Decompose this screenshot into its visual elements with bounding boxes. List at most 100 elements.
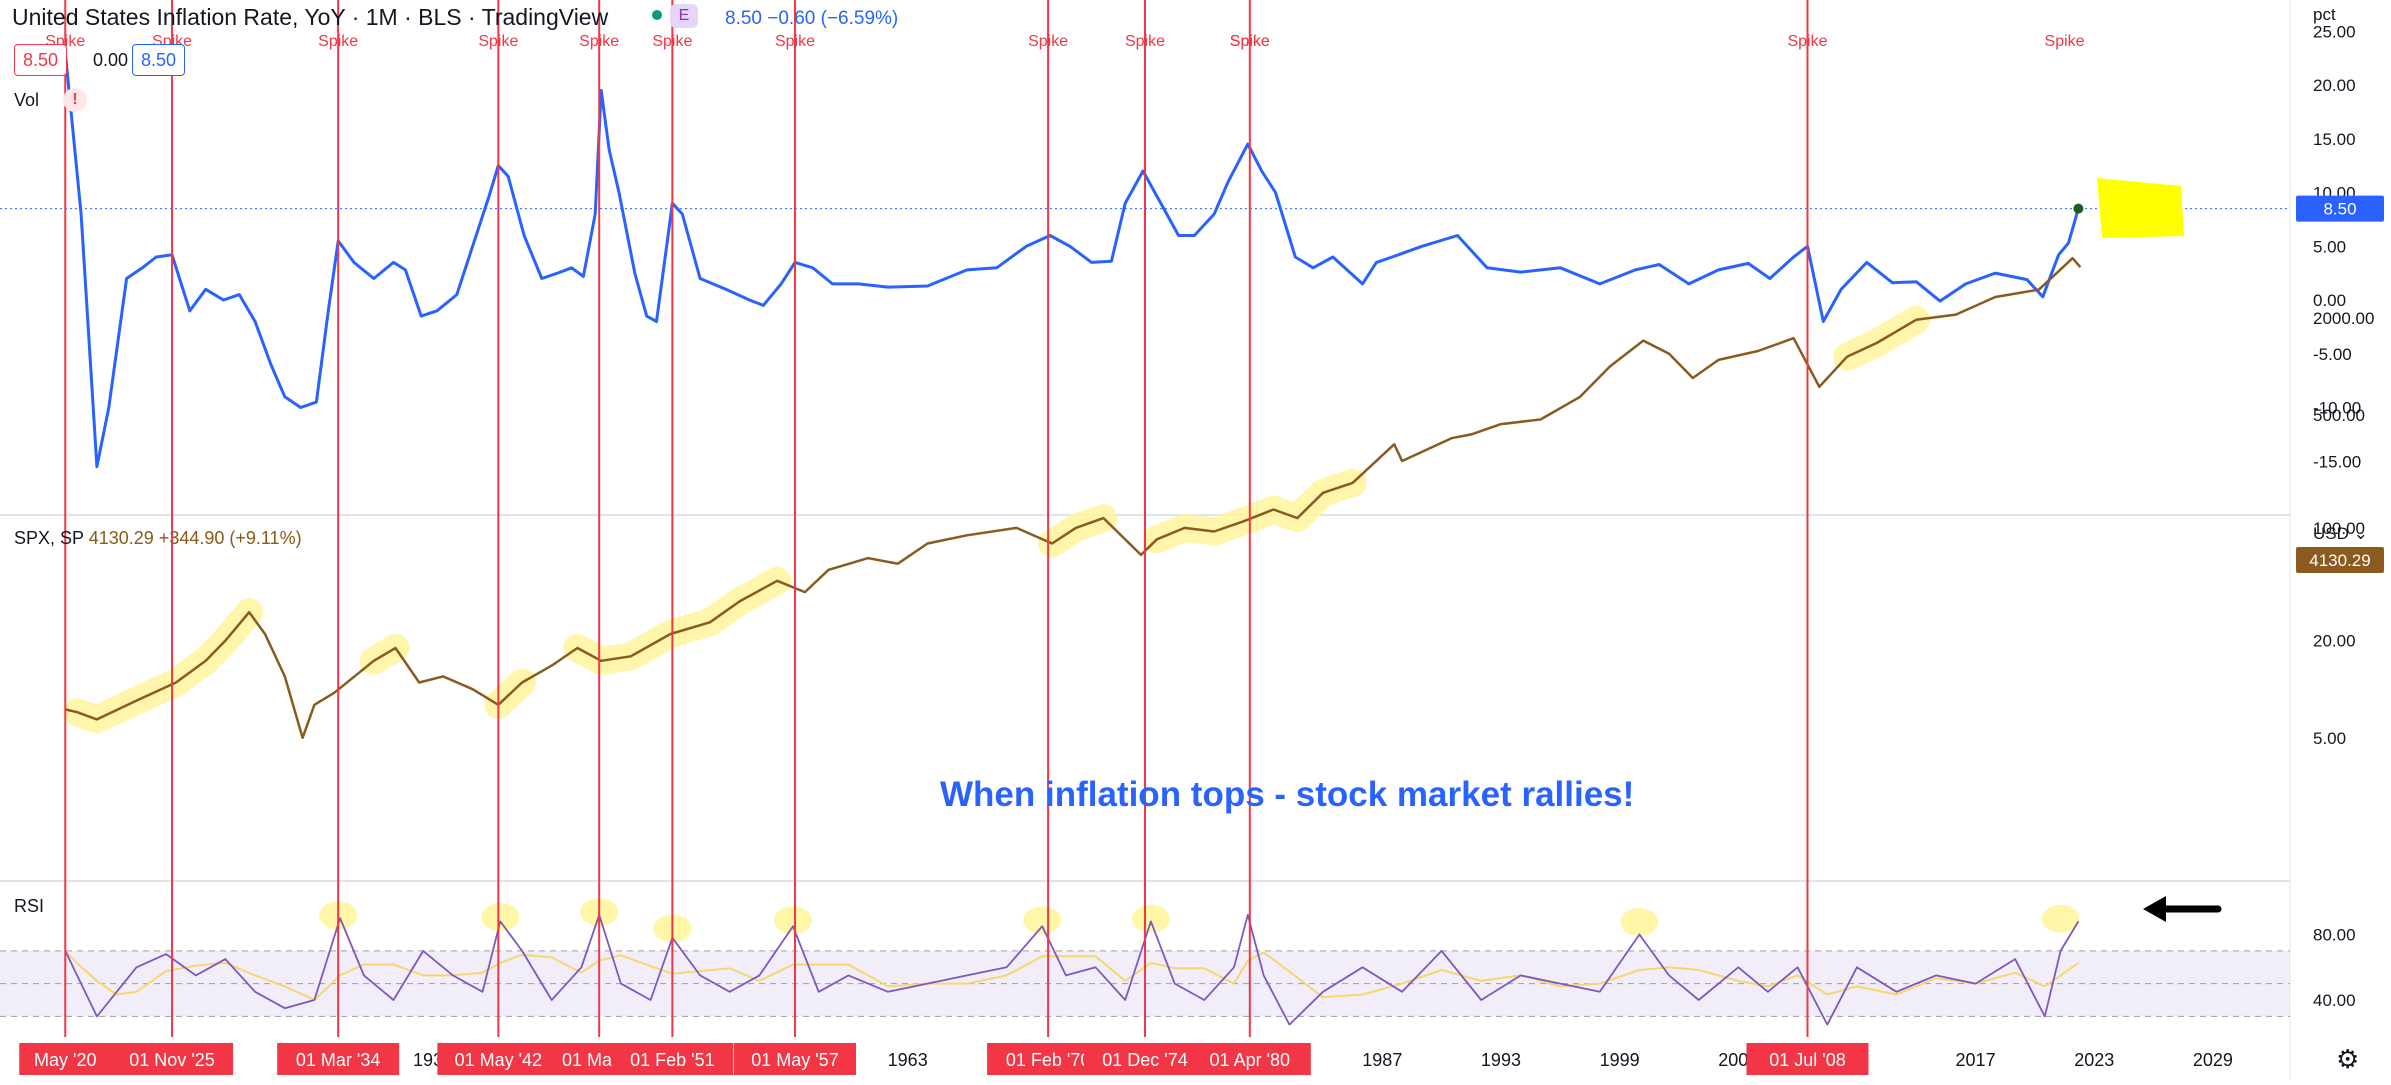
time-axis-tick: 1963	[888, 1050, 928, 1070]
spx-price-tag-text: 4130.29	[2309, 551, 2370, 570]
rsi-highlight	[1131, 904, 1170, 933]
date-label: 01 Mar '34	[277, 1043, 400, 1075]
price-axis-tick: 5.00	[2313, 237, 2346, 256]
spike-label: Spike	[1125, 33, 1165, 50]
date-label-bg	[1084, 1043, 1206, 1075]
inflation-price-tag: 8.50	[2296, 195, 2384, 222]
price-axis-tick: 40.00	[2313, 991, 2356, 1010]
date-label-bg	[19, 1043, 112, 1075]
earnings-badge[interactable]: E	[670, 4, 698, 28]
spike-label: Spike	[775, 33, 815, 50]
inflation-line	[63, 52, 2080, 469]
last-point-marker	[2073, 203, 2084, 214]
price-axis-tick: 20.00	[2313, 76, 2356, 95]
spike-label: Spike	[579, 33, 619, 50]
spike-label: Spike	[652, 33, 692, 50]
spx-highlight	[63, 598, 264, 734]
rsi-indicator-label[interactable]: RSI	[14, 896, 45, 916]
spike-label: Spike	[478, 33, 518, 50]
price-axis-tick: 25.00	[2313, 22, 2356, 41]
time-axis-tick: 2017	[1956, 1050, 1996, 1070]
date-label-text: 01 Dec '74	[1102, 1050, 1188, 1070]
spx-legend[interactable]: SPX, SP 4130.29 +344.90 (+9.11%)	[14, 528, 302, 549]
spike-label: Spike	[318, 33, 358, 50]
date-label-text: 01 May '42	[455, 1050, 543, 1070]
date-label-bg	[1188, 1043, 1311, 1075]
price-axis-tick: -15.00	[2313, 452, 2361, 471]
date-label: 01 Feb '51	[611, 1043, 734, 1075]
spx-price-tag: 4130.29	[2296, 547, 2384, 573]
date-label: 01 Apr '80	[1188, 1043, 1311, 1075]
arrow-icon	[2143, 896, 2222, 922]
highlight-marker	[2097, 178, 2184, 238]
market-status-dot	[652, 10, 662, 20]
price-axis-tick: 5.00	[2313, 729, 2346, 748]
rsi-line	[64, 914, 2080, 1026]
annotation-text: When inflation tops - stock market ralli…	[940, 775, 1635, 814]
date-label-text: 01 Mar '34	[296, 1050, 380, 1070]
date-label-text: May '20	[34, 1050, 96, 1070]
date-label: 01 Jul '08	[1746, 1043, 1869, 1075]
spx-line	[65, 256, 2082, 740]
spx-highlight	[1142, 468, 1367, 554]
axis-unit-label: pct	[2313, 5, 2336, 24]
date-label: 01 May '57	[733, 1043, 856, 1075]
spike-label: Spike	[1230, 33, 1270, 50]
spike-label: Spike	[1230, 33, 1270, 50]
date-label-bg	[611, 1043, 734, 1075]
arrow-head	[2143, 896, 2166, 922]
currency-selector[interactable]: USD ⌄	[2313, 524, 2368, 543]
chart-title: United States Inflation Rate, YoY · 1M ·…	[12, 4, 609, 30]
warning-icon[interactable]: !	[63, 88, 87, 112]
time-axis-tick: 2023	[2074, 1050, 2114, 1070]
buy-price-box[interactable]: 8.50	[132, 44, 186, 76]
date-label-text: 01 May '57	[751, 1050, 839, 1070]
inflation-price-tag-text: 8.50	[2323, 200, 2356, 219]
spike-label: Spike	[1028, 33, 1068, 50]
price-axis-tick: 15.00	[2313, 130, 2356, 149]
time-axis-tick: 1993	[1481, 1050, 1521, 1070]
rsi-highlight	[1023, 906, 1062, 935]
date-label-bg	[111, 1043, 234, 1075]
rsi-highlight	[481, 903, 520, 932]
date-label-text: 01 Nov '25	[129, 1050, 215, 1070]
date-label: 01 May '42	[437, 1043, 560, 1075]
date-label: 01 Dec '74	[1084, 1043, 1206, 1075]
spx-symbol: SPX, SP	[14, 528, 84, 548]
price-axis-tick: 20.00	[2313, 632, 2356, 651]
date-label-text: 01 Jul '08	[1769, 1050, 1846, 1070]
currency-label: USD	[2313, 524, 2349, 543]
date-label-bg	[437, 1043, 560, 1075]
date-label: May '20	[19, 1043, 112, 1075]
sell-price-box[interactable]: 8.50	[14, 44, 68, 76]
price-axis-tick: 80.00	[2313, 926, 2356, 945]
spx-highlight	[563, 566, 792, 675]
rsi-highlight	[1620, 907, 1659, 936]
price-axis-tick: -10.00	[2313, 399, 2361, 418]
time-axis-tick: 1987	[1362, 1050, 1402, 1070]
date-label-bg	[1746, 1043, 1869, 1075]
date-label-bg	[277, 1043, 400, 1075]
inflation-price-tag-bg	[2296, 195, 2384, 222]
vol-indicator-label[interactable]: Vol	[14, 90, 40, 110]
rsi-highlight	[773, 906, 812, 935]
spx-values: 4130.29 +344.90 (+9.11%)	[88, 528, 302, 548]
price-axis-tick: 500.00	[2313, 406, 2365, 425]
spread-value: 0.00	[84, 44, 138, 76]
time-axis-tick: 2029	[2193, 1050, 2233, 1070]
date-label-text: 01 Feb '51	[630, 1050, 715, 1070]
spx-price-tag-bg	[2296, 547, 2384, 573]
price-change-values: 8.50 −0.60 (−6.59%)	[725, 8, 899, 29]
price-axis-tick: 2000.00	[2313, 309, 2374, 328]
price-axis-tick: 100.00	[2313, 519, 2365, 538]
rsi-highlight	[2041, 904, 2080, 933]
date-label-bg	[733, 1043, 856, 1075]
price-axis-tick: -5.00	[2313, 345, 2352, 364]
date-label: 01 Nov '25	[111, 1043, 234, 1075]
date-label-text: 01 Apr '80	[1210, 1050, 1291, 1070]
time-axis-tick: 1999	[1600, 1050, 1640, 1070]
gear-icon[interactable]: ⚙	[2336, 1044, 2360, 1074]
price-axis-tick: 0.00	[2313, 291, 2346, 310]
